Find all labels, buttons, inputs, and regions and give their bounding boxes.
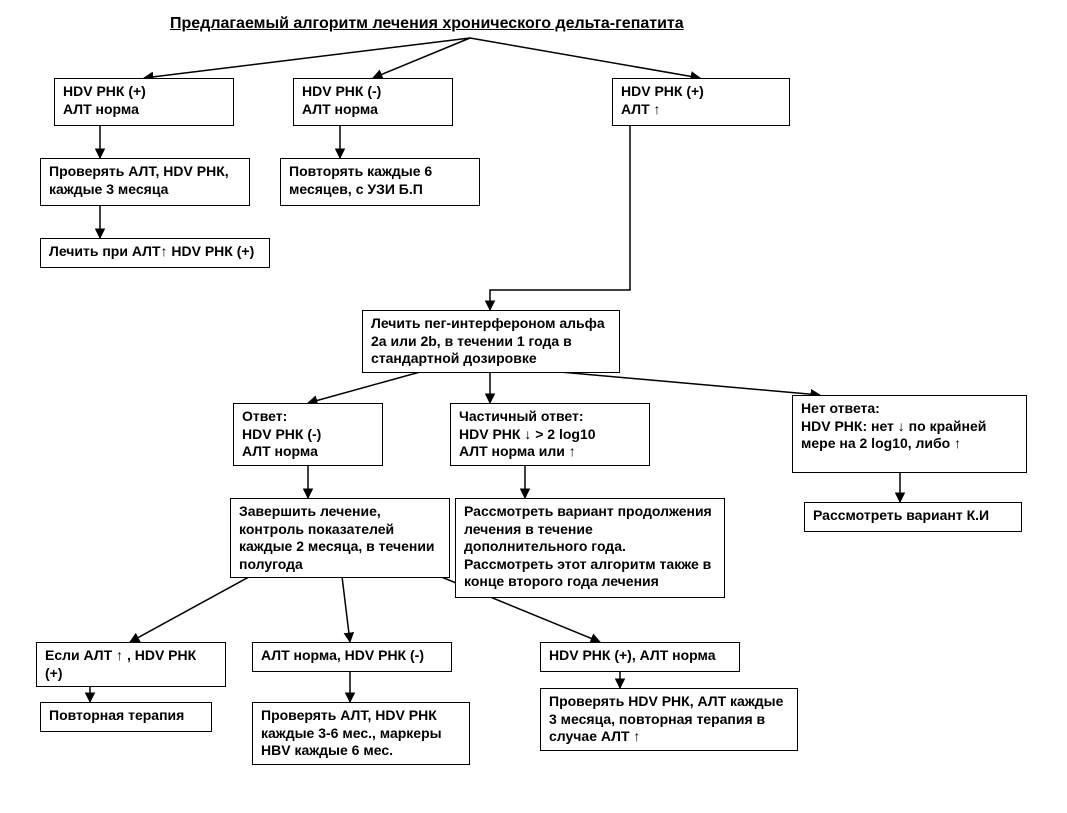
node-treat-peg-ifn: Лечить пег-интерфероном альфа 2a или 2b,… bbox=[362, 310, 620, 373]
node-hdv-pos-alt-norm2: HDV РНК (+), АЛТ норма bbox=[540, 642, 740, 672]
node-treat-when-alt-up: Лечить при АЛТ↑ HDV РНК (+) bbox=[40, 238, 270, 268]
node-no-response: Нет ответа:HDV РНК: нет ↓ по крайней мер… bbox=[792, 395, 1027, 473]
node-hdv-neg-alt-norm: HDV РНК (-)АЛТ норма bbox=[293, 78, 453, 126]
node-response: Ответ:HDV РНК (-)АЛТ норма bbox=[233, 403, 383, 466]
node-repeat-6mo: Повторять каждые 6 месяцев, с УЗИ Б.П bbox=[280, 158, 480, 206]
node-check-3mo: Проверять АЛТ, HDV РНК, каждые 3 месяца bbox=[40, 158, 250, 206]
chart-title: Предлагаемый алгоритм лечения хроническо… bbox=[170, 15, 684, 33]
node-if-alt-up-hdv-pos: Если АЛТ ↑ , HDV РНК (+) bbox=[36, 642, 226, 687]
node-consider-continue: Рассмотреть вариант продолжения лечения … bbox=[455, 498, 725, 598]
node-check-hdv-alt-3mo: Проверять HDV РНК, АЛТ каждые 3 месяца, … bbox=[540, 688, 798, 751]
node-finish-treatment: Завершить лечение, контроль показателей … bbox=[230, 498, 450, 578]
node-hdv-pos-alt-up: HDV РНК (+)АЛТ ↑ bbox=[612, 78, 790, 126]
node-repeat-therapy: Повторная терапия bbox=[40, 702, 212, 732]
node-hdv-pos-alt-norm: HDV РНК (+)АЛТ норма bbox=[54, 78, 234, 126]
node-alt-norm-hdv-neg: АЛТ норма, HDV РНК (-) bbox=[252, 642, 452, 672]
node-consider-ki: Рассмотреть вариант К.И bbox=[804, 502, 1022, 532]
node-check-alt-hdv-hbv: Проверять АЛТ, HDV РНК каждые 3-6 мес., … bbox=[252, 702, 470, 765]
node-partial-response: Частичный ответ:HDV РНК ↓ > 2 log10АЛТ н… bbox=[450, 403, 650, 466]
